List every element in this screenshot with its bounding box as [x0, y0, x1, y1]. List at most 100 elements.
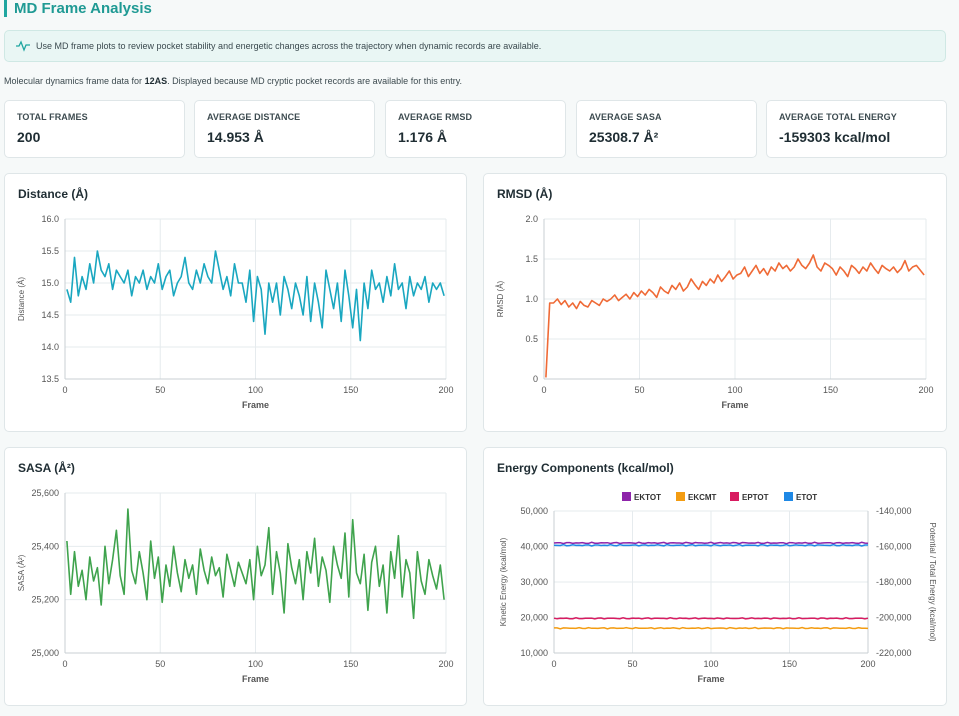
- y-tick-label: 0.5: [525, 334, 538, 344]
- y-tick-label: 15.0: [41, 278, 59, 288]
- energy-chart-panel: Energy Components (kcal/mol) 10,000 20,00…: [483, 447, 947, 706]
- y2-tick-label: -220,000: [876, 648, 912, 658]
- legend-label: EKCMT: [688, 493, 717, 502]
- y-axis-label: RMSD (Å): [496, 280, 505, 317]
- legend-swatch: [730, 492, 739, 501]
- y-tick-label: 20,000: [520, 613, 548, 623]
- stat-value: 25308.7 Å²: [589, 129, 659, 145]
- stat-label: AVERAGE SASA: [589, 112, 662, 122]
- y-tick-label: 13.5: [41, 374, 59, 384]
- stat-card-average-sasa: AVERAGE SASA 25308.7 Å²: [576, 100, 757, 158]
- x-axis-label: Frame: [697, 674, 724, 684]
- chart-title: Energy Components (kcal/mol): [497, 461, 674, 475]
- x-tick-label: 200: [860, 659, 875, 669]
- x-tick-label: 0: [62, 385, 67, 395]
- info-banner: Use MD frame plots to review pocket stab…: [4, 30, 946, 62]
- y-axis-label: Kinetic Energy (kcal/mol): [499, 537, 508, 626]
- stat-value: 1.176 Å: [398, 129, 448, 145]
- stat-label: AVERAGE TOTAL ENERGY: [779, 112, 897, 122]
- legend-label: ETOT: [796, 493, 817, 502]
- y-tick-label: 0: [533, 374, 538, 384]
- y-tick-label: 10,000: [520, 648, 548, 658]
- stat-value: 14.953 Å: [207, 129, 264, 145]
- info-text: Use MD frame plots to review pocket stab…: [36, 41, 542, 51]
- x-tick-label: 200: [438, 385, 453, 395]
- series-line: [66, 508, 445, 620]
- series-line: [553, 541, 869, 545]
- sasa-chart-panel: SASA (Å²) 25,000 25,200 25,400 25,600 0 50 100…: [4, 447, 467, 706]
- x-tick-label: 100: [703, 659, 718, 669]
- y-axis-label: SASA (Å²): [17, 554, 26, 591]
- x-tick-label: 50: [634, 385, 644, 395]
- legend-swatch: [622, 492, 631, 501]
- y-tick-label: 14.5: [41, 310, 59, 320]
- series-line: [553, 543, 868, 547]
- page-description: Molecular dynamics frame data for 12AS. …: [4, 76, 463, 86]
- stat-label: TOTAL FRAMES: [17, 112, 88, 122]
- y-tick-label: 16.0: [41, 214, 59, 224]
- y-tick-label: 25,000: [31, 648, 59, 658]
- x-tick-label: 100: [248, 385, 263, 395]
- legend-label: EKTOT: [634, 493, 661, 502]
- energy-chart: 10,000 20,000 30,000 40,000 50,000 0 50 100 150 2…: [499, 492, 937, 684]
- x-tick-label: 100: [248, 659, 263, 669]
- y-tick-label: 25,400: [31, 541, 59, 551]
- x-tick-label: 50: [627, 659, 637, 669]
- series-line: [553, 617, 869, 620]
- y2-tick-label: -160,000: [876, 542, 912, 552]
- legend-swatch: [784, 492, 793, 501]
- y2-tick-label: -140,000: [876, 506, 912, 516]
- legend-swatch: [676, 492, 685, 501]
- stat-card-average-distance: AVERAGE DISTANCE 14.953 Å: [194, 100, 375, 158]
- stat-label: AVERAGE RMSD: [398, 112, 473, 122]
- y2-axis-label: Potential / Total Energy (kcal/mol): [928, 522, 937, 641]
- chart-title: SASA (Å²): [18, 461, 75, 475]
- chart-title: RMSD (Å): [497, 187, 553, 201]
- y-tick-label: 2.0: [525, 214, 538, 224]
- y-axis-label: Distance (Å): [17, 277, 26, 321]
- y-tick-label: 25,200: [31, 595, 59, 605]
- chart-title: Distance (Å): [18, 187, 89, 201]
- x-tick-label: 50: [155, 659, 165, 669]
- x-tick-label: 0: [541, 385, 546, 395]
- stat-card-total-frames: TOTAL FRAMES 200: [4, 100, 185, 158]
- x-tick-label: 150: [343, 385, 358, 395]
- stat-value: 200: [17, 129, 41, 145]
- legend-label: EPTOT: [742, 493, 769, 502]
- x-tick-label: 0: [551, 659, 556, 669]
- stat-card-average-rmsd: AVERAGE RMSD 1.176 Å: [385, 100, 566, 158]
- y2-tick-label: -200,000: [876, 613, 912, 623]
- x-axis-label: Frame: [721, 400, 748, 410]
- series-line: [545, 254, 925, 378]
- rmsd-chart-panel: RMSD (Å) 0 0.5 1.0 1.5 2.0 0 50 100 150 200 Frame R…: [483, 173, 947, 432]
- activity-pulse-icon: [16, 40, 30, 52]
- x-tick-label: 100: [727, 385, 742, 395]
- series-line: [554, 626, 869, 630]
- x-axis-label: Frame: [242, 674, 269, 684]
- distance-chart-panel: Distance (Å) 13.5 14.0 14.5 15.0 15.5 16.0 0 50…: [4, 173, 467, 432]
- page-title: MD Frame Analysis: [4, 0, 152, 17]
- y-tick-label: 25,600: [31, 488, 59, 498]
- x-axis-label: Frame: [242, 400, 269, 410]
- distance-chart: 13.5 14.0 14.5 15.0 15.5 16.0 0 50 100 150 200 Fram…: [17, 214, 454, 410]
- x-tick-label: 0: [62, 659, 67, 669]
- y-tick-label: 1.5: [525, 254, 538, 264]
- x-tick-label: 150: [823, 385, 838, 395]
- x-tick-label: 150: [343, 659, 358, 669]
- x-tick-label: 50: [155, 385, 165, 395]
- pdb-id: 12AS: [144, 76, 168, 86]
- x-tick-label: 200: [438, 659, 453, 669]
- stat-card-average-total-energy: AVERAGE TOTAL ENERGY -159303 kcal/mol: [766, 100, 947, 158]
- x-tick-label: 150: [782, 659, 797, 669]
- y-tick-label: 14.0: [41, 342, 59, 352]
- y-tick-label: 50,000: [520, 506, 548, 516]
- series-line: [66, 250, 445, 342]
- y-tick-label: 30,000: [520, 577, 548, 587]
- y-tick-label: 1.0: [525, 294, 538, 304]
- x-tick-label: 200: [918, 385, 933, 395]
- stat-label: AVERAGE DISTANCE: [207, 112, 301, 122]
- y-tick-label: 40,000: [520, 542, 548, 552]
- y-tick-label: 15.5: [41, 246, 59, 256]
- y2-tick-label: -180,000: [876, 577, 912, 587]
- rmsd-chart: 0 0.5 1.0 1.5 2.0 0 50 100 150 200 Frame RMSD (Å): [496, 214, 934, 410]
